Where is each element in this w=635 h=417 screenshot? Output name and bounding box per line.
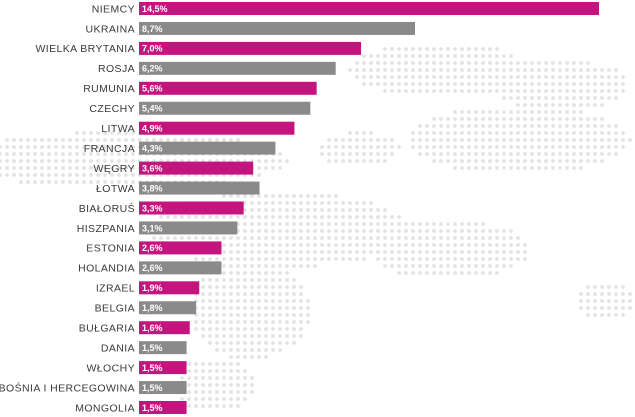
data-label: 3,8%	[142, 183, 163, 193]
category-label: WĘGRY	[94, 163, 135, 175]
bar	[139, 261, 222, 275]
data-label: 3,1%	[142, 223, 163, 233]
data-label: 5,6%	[142, 84, 163, 94]
bar	[139, 321, 190, 335]
data-label: 1,8%	[142, 303, 163, 313]
bar	[139, 141, 276, 155]
bar	[139, 341, 187, 355]
category-label: HOLANDIA	[78, 263, 135, 275]
category-label: ROSJA	[98, 63, 135, 75]
data-label: 1,5%	[142, 383, 163, 393]
category-label: WIELKA BRYTANIA	[35, 43, 135, 55]
bar	[139, 281, 200, 295]
bar	[139, 61, 336, 75]
data-label: 1,5%	[142, 343, 163, 353]
category-label: DANIA	[101, 342, 135, 354]
data-label: 7,0%	[142, 44, 163, 54]
bar	[139, 401, 187, 414]
category-label: BIAŁORUŚ	[79, 202, 135, 215]
bar	[139, 301, 197, 315]
bar	[139, 381, 187, 395]
data-label: 3,3%	[142, 203, 163, 213]
data-label: 6,2%	[142, 64, 163, 74]
category-label: ŁOTWA	[96, 183, 135, 195]
category-label: BUŁGARIA	[79, 323, 135, 335]
data-label: 4,3%	[142, 143, 163, 153]
category-label: FRANCJA	[84, 143, 135, 155]
category-label: HISZPANIA	[77, 223, 135, 235]
bar	[139, 181, 260, 195]
data-label: 2,6%	[142, 243, 163, 253]
category-label: MONGOLIA	[75, 402, 135, 414]
data-label: 1,5%	[142, 363, 163, 373]
bar	[139, 121, 295, 135]
bar	[139, 221, 238, 235]
data-label: 8,7%	[142, 24, 163, 34]
category-label: LITWA	[101, 123, 135, 135]
data-label: 5,4%	[142, 104, 163, 114]
data-label: 1,5%	[142, 403, 163, 413]
bar	[139, 241, 222, 255]
bar	[139, 2, 599, 15]
bar	[139, 81, 317, 95]
bar	[139, 201, 244, 215]
category-label: NIEMCY	[92, 3, 135, 15]
bar	[139, 21, 415, 35]
bar	[139, 101, 311, 115]
category-label: UKRAINA	[86, 23, 135, 35]
category-label: RUMUNIA	[83, 83, 135, 95]
bar	[139, 361, 187, 375]
category-label: WŁOCHY	[87, 362, 136, 374]
bar	[139, 41, 362, 55]
category-label: BOŚNIA I HERCEGOWINA	[0, 381, 135, 394]
bar	[139, 161, 254, 175]
data-label: 2,6%	[142, 263, 163, 273]
data-label: 3,6%	[142, 163, 163, 173]
category-label: IZRAEL	[96, 283, 135, 295]
category-label: CZECHY	[89, 103, 135, 115]
data-label: 14,5%	[142, 4, 168, 14]
category-label: ESTONIA	[86, 243, 135, 255]
category-label: BELGIA	[95, 303, 135, 315]
data-label: 1,6%	[142, 323, 163, 333]
data-label: 4,9%	[142, 124, 163, 134]
data-label: 1,9%	[142, 283, 163, 293]
